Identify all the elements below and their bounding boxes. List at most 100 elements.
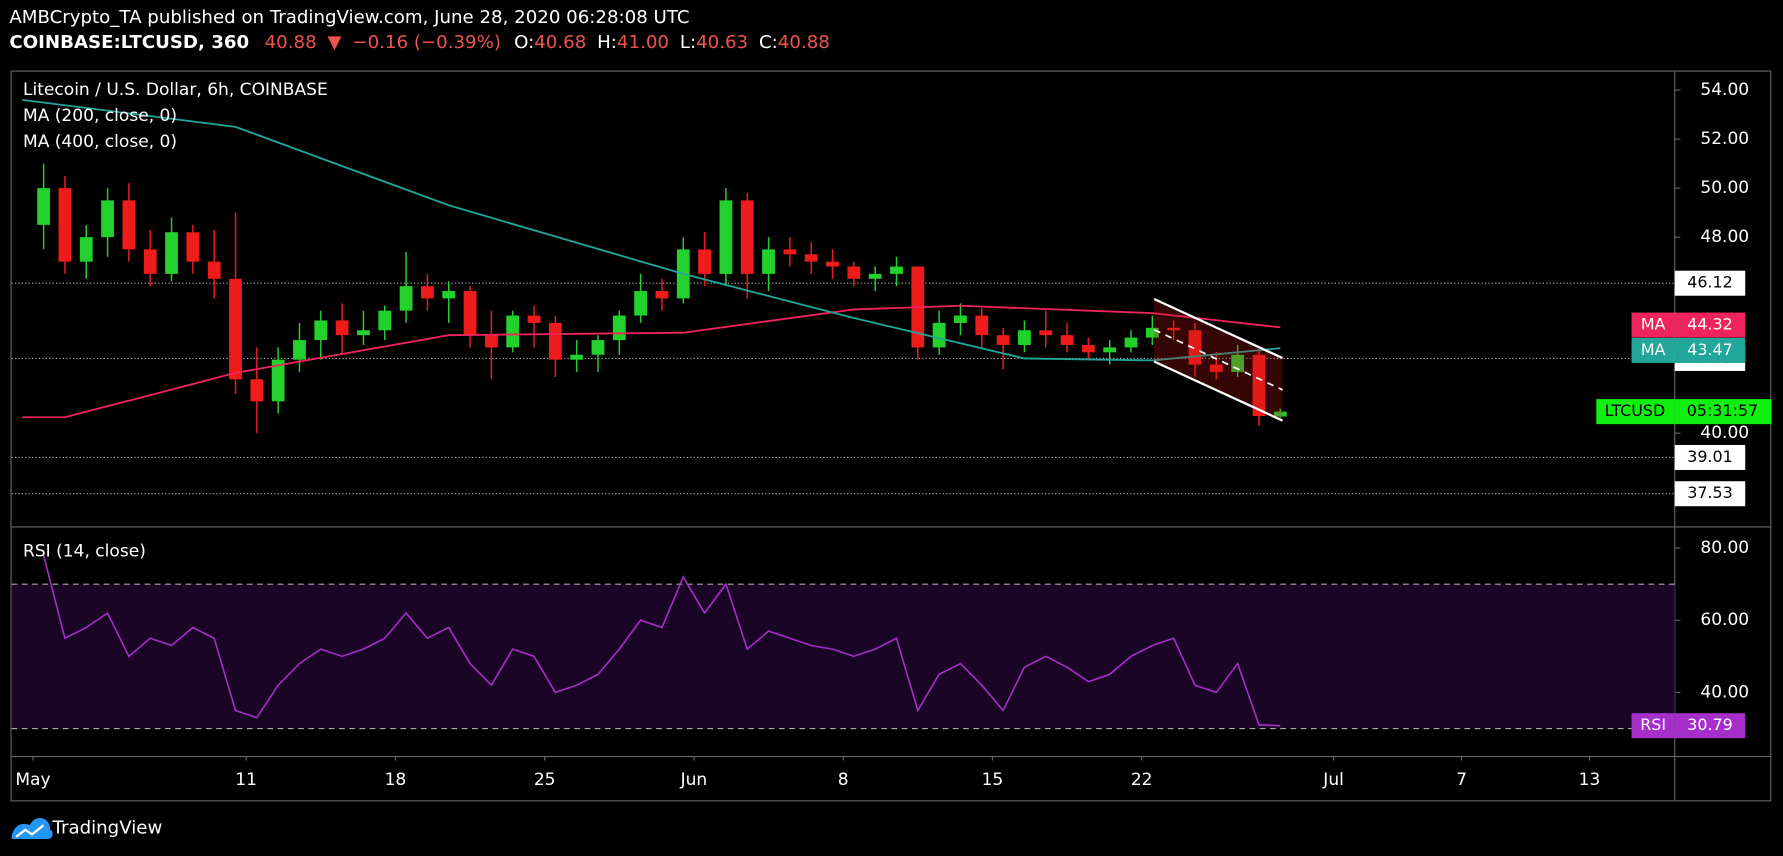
y-tick-label: 52.00: [1700, 129, 1749, 149]
l-value: 40.63: [696, 32, 748, 53]
price-badge: [1674, 399, 1772, 425]
channel-mid: [1153, 328, 1283, 391]
badge-tag-text: MA: [1641, 315, 1666, 334]
candle-body: [975, 315, 989, 336]
x-tick-label: 25: [534, 770, 556, 790]
candle-body: [101, 200, 114, 238]
candle-body: [996, 335, 1010, 345]
o-label: O:: [514, 32, 534, 53]
candle-body: [506, 315, 520, 348]
badge: [1674, 481, 1746, 507]
candle-body: [740, 200, 754, 274]
candle-body: [165, 232, 178, 274]
last: 40.88: [265, 32, 317, 53]
candle-body: [357, 330, 370, 336]
l-label: L:: [680, 32, 696, 53]
x-tick-label: May: [15, 770, 50, 790]
candle-body: [58, 188, 72, 262]
y-tick-label: 50.00: [1700, 178, 1749, 198]
badge-tag: [1631, 337, 1675, 363]
candle-body: [1124, 337, 1138, 348]
candle-body: [314, 320, 328, 341]
candle-body: [1273, 411, 1287, 417]
candle-body: [186, 232, 200, 262]
price-badge-tag: [1596, 399, 1675, 425]
candle-body: [847, 266, 861, 279]
footer-logo: [11, 818, 53, 839]
candle-body: [378, 310, 392, 331]
candle-body: [1081, 344, 1095, 353]
x-tick-label: 22: [1131, 770, 1153, 790]
candle-body: [421, 286, 434, 299]
badge-text: 46.12: [1687, 273, 1733, 292]
channel-drawing: [1153, 297, 1284, 422]
h-value: 41.00: [617, 32, 669, 53]
symbol: COINBASE:LTCUSD, 360: [9, 32, 249, 53]
candle-body: [463, 291, 477, 336]
y-tick-label: 40.00: [1700, 682, 1749, 702]
badge: [1674, 713, 1746, 739]
candle-body: [122, 200, 136, 250]
channel-fill: [1154, 298, 1283, 421]
candle-body: [591, 340, 605, 355]
candle-body: [527, 315, 541, 323]
badge-text: 39.01: [1687, 447, 1733, 466]
rsi-title: RSI (14, close): [23, 541, 146, 561]
badge-text: 37.53: [1687, 483, 1733, 502]
badge: [1674, 270, 1746, 296]
candle-body: [1018, 330, 1031, 345]
candle-body: [762, 249, 775, 274]
legend-ma200: MA (200, close, 0): [23, 106, 177, 126]
candle-body: [293, 340, 306, 360]
badge: [1674, 312, 1746, 338]
candle-body: [271, 359, 285, 402]
candle-body: [719, 200, 733, 274]
x-tick-label: 13: [1579, 770, 1601, 790]
arrow: ▼: [328, 32, 342, 53]
y-tick-label: 54.00: [1700, 80, 1749, 100]
candle-body: [932, 322, 946, 348]
candle-body: [1252, 354, 1266, 417]
y-tick-label: 40.00: [1700, 423, 1749, 443]
candle-body: [1103, 347, 1117, 353]
candle-body: [634, 291, 648, 316]
x-tick-label: 8: [838, 770, 849, 790]
candle-body: [442, 291, 456, 299]
candle-body: [954, 315, 967, 323]
channel-bottom: [1153, 360, 1284, 422]
candle-body: [1060, 335, 1074, 345]
badge-text: 43.47: [1687, 340, 1733, 359]
frame: [10, 70, 1772, 802]
x-tick-label: 11: [235, 770, 257, 790]
candle-body: [612, 315, 626, 341]
publish-line: AMBCrypto_TA published on TradingView.co…: [9, 7, 689, 28]
candle-body: [698, 249, 711, 274]
badge-text: 30.79: [1687, 715, 1733, 734]
change: −0.16 (−0.39%): [352, 32, 501, 53]
candle-body: [229, 278, 242, 380]
legend-ma400: MA (400, close, 0): [23, 132, 177, 152]
y-tick-label: 48.00: [1700, 227, 1749, 247]
candle-body: [655, 291, 669, 299]
rsi-band: [11, 584, 1675, 729]
channel-top: [1153, 297, 1284, 360]
ohlc-line: COINBASE:LTCUSD, 360 40.88 ▼ −0.16 (−0.3…: [9, 32, 829, 53]
x-tick-label: 7: [1456, 770, 1467, 790]
candle-body: [335, 320, 349, 336]
candle-body: [783, 249, 797, 255]
ma-line: [22, 304, 1281, 419]
candle-body: [548, 322, 562, 360]
badge-tag: [1631, 312, 1675, 338]
c-label: C:: [759, 32, 778, 53]
candle-body: [868, 273, 882, 279]
price-badge-name: LTCUSD: [1605, 401, 1666, 420]
y-tick-label: 60.00: [1700, 610, 1749, 630]
candle-body: [890, 266, 903, 274]
badge-tag: [1631, 713, 1675, 739]
price-badge-countdown: 05:31:57: [1687, 401, 1758, 420]
candle-body: [1209, 364, 1223, 372]
candle-body: [804, 254, 818, 262]
candle-body: [1145, 327, 1159, 338]
x-tick-label: Jun: [680, 770, 708, 790]
